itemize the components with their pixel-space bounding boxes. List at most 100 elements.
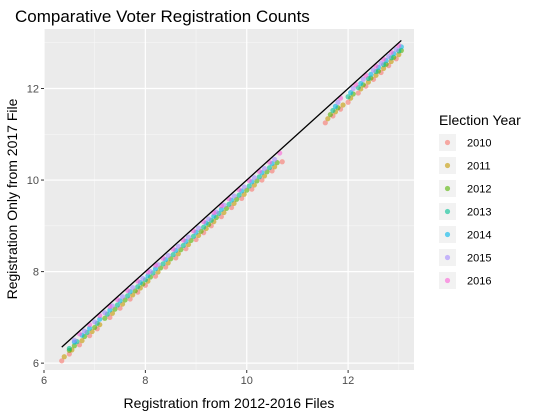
data-point-2015 xyxy=(92,319,98,325)
legend-swatch xyxy=(444,277,451,284)
data-point-2015 xyxy=(386,53,392,60)
x-axis-title: Registration from 2012-2016 Files xyxy=(124,395,335,411)
legend-item-2016: 2016 xyxy=(439,272,491,289)
data-point-2015 xyxy=(195,225,202,231)
data-point-2015 xyxy=(175,243,181,250)
grid-lines xyxy=(43,29,414,370)
data-point-2014 xyxy=(332,103,339,109)
data-point-2015 xyxy=(206,216,212,222)
data-point-2011 xyxy=(396,52,402,58)
data-points xyxy=(59,42,404,364)
data-point-2013 xyxy=(236,192,242,198)
data-point-2010 xyxy=(345,99,351,105)
legend-label: 2015 xyxy=(467,253,491,265)
data-point-2013 xyxy=(201,224,207,230)
identity-line xyxy=(61,39,402,348)
data-point-2015 xyxy=(231,193,237,199)
x-tick-label: 10 xyxy=(241,375,253,387)
legend-item-2010: 2010 xyxy=(439,134,491,151)
y-axis-title: Registration Only from 2017 File xyxy=(4,98,20,299)
y-tick-label: 10 xyxy=(27,175,39,187)
legend-swatch xyxy=(444,254,451,261)
data-point-2014 xyxy=(358,80,364,87)
legend-label: 2016 xyxy=(467,276,491,288)
data-point-2010 xyxy=(322,120,328,126)
legend: 2010 2011 2012 2013 2014 2015 2016 xyxy=(439,134,491,289)
data-point-2015 xyxy=(393,46,399,53)
data-point-2011 xyxy=(79,338,85,344)
legend-label: 2012 xyxy=(467,184,491,196)
data-point-2015 xyxy=(261,166,268,172)
data-point-2015 xyxy=(185,234,192,240)
data-point-2013 xyxy=(226,201,232,207)
x-tick-label: 6 xyxy=(41,375,47,387)
legend-swatch xyxy=(444,185,451,192)
data-point-2014 xyxy=(211,213,217,219)
data-point-2011 xyxy=(340,102,346,108)
data-point-2013 xyxy=(135,284,141,290)
legend-title: Election Year xyxy=(439,112,521,128)
data-point-2010 xyxy=(59,358,65,364)
data-point-2015 xyxy=(350,85,356,92)
data-point-2015 xyxy=(241,184,247,190)
data-point-2014 xyxy=(87,325,93,331)
data-point-2015 xyxy=(81,328,88,334)
legend-label: 2014 xyxy=(467,230,491,242)
legend-item-2015: 2015 xyxy=(439,249,491,266)
data-point-2014 xyxy=(145,273,151,279)
data-point-2013 xyxy=(256,174,263,180)
data-point-2013 xyxy=(180,242,186,249)
data-point-2015 xyxy=(370,67,377,73)
legend-item-2012: 2012 xyxy=(439,180,491,197)
y-axis-ticks: 6 8 10 12 xyxy=(27,84,44,370)
legend-swatch xyxy=(444,208,451,215)
x-axis-ticks: 6 8 10 12 xyxy=(41,370,354,387)
data-point-2010 xyxy=(66,351,72,357)
data-point-2013 xyxy=(190,233,197,239)
data-point-2011 xyxy=(373,72,379,78)
y-tick-label: 6 xyxy=(33,358,39,370)
data-point-2015 xyxy=(251,175,257,181)
legend-swatch xyxy=(444,231,451,238)
data-point-2015 xyxy=(335,99,341,105)
data-point-2011 xyxy=(365,79,371,85)
data-point-2015 xyxy=(272,156,278,163)
data-point-2010 xyxy=(355,90,361,96)
data-point-2014 xyxy=(152,266,159,272)
data-point-2013 xyxy=(114,302,121,308)
data-point-2015 xyxy=(165,252,171,259)
data-point-2013 xyxy=(266,165,273,171)
data-point-2010 xyxy=(279,159,285,165)
data-point-2015 xyxy=(360,76,366,82)
data-point-2012 xyxy=(71,343,78,349)
legend-label: 2010 xyxy=(467,138,491,150)
data-point-2015 xyxy=(71,337,78,343)
chart-title: Comparative Voter Registration Counts xyxy=(15,7,310,26)
data-point-2015 xyxy=(130,285,136,291)
data-point-2011 xyxy=(325,116,331,122)
y-tick-label: 8 xyxy=(33,267,39,279)
data-point-2012 xyxy=(92,324,98,331)
data-point-2013 xyxy=(160,261,166,267)
legend-label: 2013 xyxy=(467,207,491,219)
data-point-2013 xyxy=(66,345,72,352)
data-point-2014 xyxy=(348,90,354,96)
data-point-2015 xyxy=(378,60,384,66)
data-point-2014 xyxy=(97,316,103,322)
data-point-2012 xyxy=(102,315,108,321)
data-point-2014 xyxy=(218,206,224,212)
data-point-2011 xyxy=(61,354,67,360)
x-tick-label: 12 xyxy=(342,375,354,387)
x-tick-label: 8 xyxy=(142,375,148,387)
legend-item-2013: 2013 xyxy=(439,203,491,220)
data-point-2015 xyxy=(102,310,108,316)
data-point-2011 xyxy=(380,65,387,71)
data-point-2014 xyxy=(107,307,113,313)
data-point-2012 xyxy=(327,111,333,118)
legend-label: 2011 xyxy=(467,161,491,173)
data-point-2013 xyxy=(330,107,336,114)
legend-item-2014: 2014 xyxy=(439,226,491,243)
data-point-2013 xyxy=(170,252,176,258)
data-point-2013 xyxy=(125,293,131,299)
